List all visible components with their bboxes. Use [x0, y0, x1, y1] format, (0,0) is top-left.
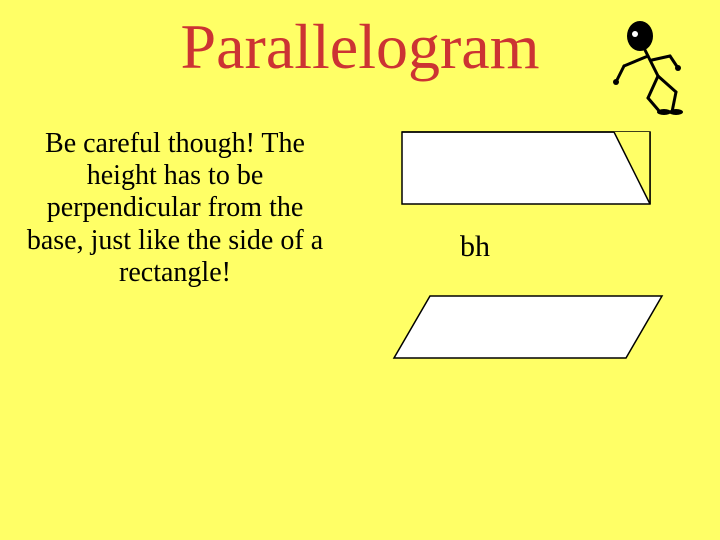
- parallelogram-diagram: [394, 296, 662, 358]
- rectangle-diagram: [402, 132, 650, 204]
- leaning-figure-icon: [612, 16, 702, 116]
